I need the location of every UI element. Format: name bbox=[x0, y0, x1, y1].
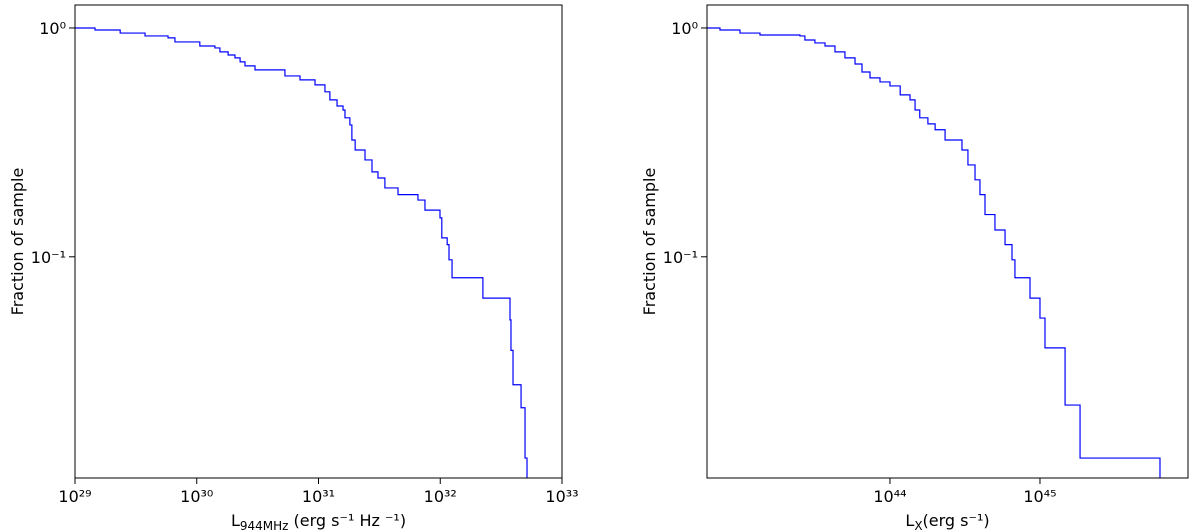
y-tick-label: 10⁻¹ bbox=[31, 248, 66, 267]
x-tick-label: 10³² bbox=[424, 487, 457, 506]
chart: 10⁴⁴ 10⁴⁵ 10⁰ 10⁻¹ LX(erg s⁻¹) Fraction of sa… bbox=[640, 4, 1189, 532]
axes-frame bbox=[706, 4, 1189, 479]
y-tick-label: 10⁰ bbox=[39, 19, 66, 38]
plot-area bbox=[707, 27, 1161, 478]
x-label-main: L bbox=[905, 511, 914, 530]
x-label-rest: (erg s⁻¹) bbox=[923, 511, 990, 530]
plot-area bbox=[75, 27, 528, 478]
y-tick-label: 10⁻¹ bbox=[663, 248, 698, 267]
x-tick-label: 10⁴⁴ bbox=[873, 487, 906, 506]
x-tick-label: 10²⁹ bbox=[58, 487, 91, 506]
x-label-rest: (erg s⁻¹ Hz ⁻¹) bbox=[288, 511, 406, 530]
y-axis-label: Fraction of sample bbox=[640, 168, 659, 316]
chart: 10²⁹ 10³⁰ 10³¹ 10³² 10³³ 10⁰ 10⁻¹ L944MHz (erg … bbox=[8, 4, 579, 532]
axes-frame bbox=[74, 4, 563, 479]
y-axis-label: Fraction of sample bbox=[8, 168, 27, 316]
x-tick-label: 10³⁰ bbox=[180, 487, 213, 506]
step-line bbox=[707, 27, 1161, 478]
y-tick-label: 10⁰ bbox=[671, 19, 698, 38]
x-label-main: L bbox=[231, 511, 240, 530]
x-label-sub: 944MHz bbox=[240, 519, 289, 532]
x-tick-label: 10⁴⁵ bbox=[1023, 487, 1056, 506]
x-label-sub: X bbox=[914, 519, 922, 532]
x-tick-label: 10³³ bbox=[545, 487, 578, 506]
x-axis-label: L944MHz (erg s⁻¹ Hz ⁻¹) bbox=[231, 511, 406, 532]
step-line bbox=[75, 27, 528, 478]
x-axis-label: LX(erg s⁻¹) bbox=[905, 511, 989, 532]
x-tick-label: 10³¹ bbox=[302, 487, 335, 506]
